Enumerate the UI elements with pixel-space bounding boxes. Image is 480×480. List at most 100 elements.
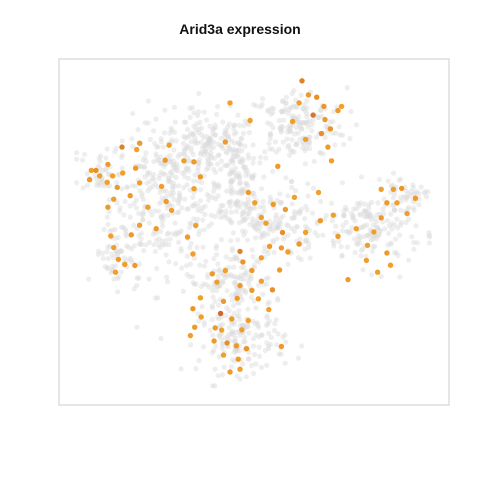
background-cell-point (241, 164, 247, 170)
expressed-cell-point (132, 262, 138, 269)
expressed-cell-point (269, 287, 276, 293)
background-cell-point (251, 298, 257, 304)
background-cell-point (304, 98, 310, 104)
background-cell-point (250, 318, 256, 324)
background-cell-point (259, 332, 265, 338)
background-cell-point (191, 255, 197, 261)
background-cell-point (197, 262, 203, 268)
background-cell-point (109, 251, 115, 257)
background-cell-point (236, 348, 242, 354)
background-cell-point (340, 228, 346, 234)
background-cell-point (343, 219, 349, 225)
background-cell-point (252, 225, 258, 231)
expressed-cell-point (285, 249, 291, 255)
background-cell-point (251, 262, 257, 268)
background-cell-point (207, 138, 213, 144)
background-cell-point (267, 341, 274, 347)
background-cell-point (201, 109, 207, 115)
background-cell-point (307, 140, 313, 146)
background-cell-point (186, 158, 192, 164)
background-cell-point (136, 232, 142, 239)
background-cell-point (232, 140, 238, 146)
background-cell-point (160, 223, 166, 229)
background-cell-point (352, 218, 358, 224)
background-cell-point (341, 212, 347, 218)
background-cell-point (397, 274, 403, 280)
background-cell-point (176, 239, 182, 245)
expressed-cell-point (145, 204, 151, 210)
expressed-cell-point (378, 215, 384, 221)
background-cell-point (258, 186, 265, 192)
expressed-cell-point (235, 356, 241, 362)
background-cell-point (357, 212, 363, 218)
background-cell-point (74, 180, 80, 186)
background-cell-point (406, 216, 412, 222)
background-cell-point (106, 209, 112, 215)
background-cell-point (309, 121, 315, 128)
background-cell-point (274, 236, 280, 242)
background-cell-point (211, 256, 217, 262)
background-cell-point (226, 264, 232, 271)
background-cell-point (407, 193, 413, 199)
background-cell-point (228, 198, 234, 204)
background-cell-point (426, 240, 432, 246)
background-cell-point (205, 274, 211, 280)
background-cell-point (426, 232, 432, 239)
background-cell-point (161, 216, 167, 222)
background-cell-point (159, 219, 165, 225)
background-cell-point (297, 123, 303, 130)
background-cell-point (105, 244, 111, 250)
expressed-cell-point (240, 259, 246, 265)
background-cell-point (234, 173, 240, 179)
background-cell-point (250, 370, 257, 377)
background-cell-point (175, 168, 181, 174)
background-cell-point (259, 220, 265, 226)
background-cell-point (245, 323, 251, 329)
background-cell-point (171, 147, 177, 153)
expressed-cell-point (282, 206, 289, 213)
background-cell-point (266, 346, 272, 352)
background-cell-point (286, 107, 292, 113)
background-cell-point (310, 210, 316, 216)
expressed-cell-point (384, 200, 390, 206)
background-cell-point (236, 171, 242, 177)
background-cell-point (219, 345, 225, 351)
background-cell-point (216, 152, 222, 158)
background-cell-point (235, 174, 242, 180)
background-cell-point (121, 212, 127, 218)
background-cell-point (285, 125, 291, 131)
background-cell-point (136, 275, 142, 281)
background-cell-point (312, 230, 318, 236)
background-cell-point (195, 178, 201, 184)
background-cell-point (411, 239, 417, 245)
background-cell-point (208, 135, 214, 141)
background-cell-point (218, 208, 224, 214)
background-cell-point (281, 117, 287, 123)
background-cell-point (182, 152, 188, 158)
background-cell-point (84, 171, 90, 177)
expressed-cell-point (190, 251, 196, 257)
background-cell-point (282, 332, 288, 338)
background-cell-point (218, 135, 224, 141)
background-cell-point (304, 120, 310, 126)
background-cell-point (220, 341, 226, 347)
background-cell-point (196, 130, 202, 136)
background-cell-point (204, 191, 210, 198)
background-cell-point (375, 226, 381, 232)
background-cell-point (156, 176, 162, 182)
background-cell-point (242, 118, 248, 124)
background-cell-point (251, 172, 257, 178)
background-cell-point (369, 248, 375, 254)
background-cell-point (191, 281, 197, 287)
background-cell-point (196, 357, 202, 364)
background-cell-point (229, 297, 235, 303)
background-cell-point (291, 214, 297, 220)
background-cell-point (246, 210, 252, 216)
background-cell-point (280, 98, 286, 104)
background-cell-point (366, 210, 372, 216)
background-cell-point (232, 273, 238, 280)
background-cell-point (368, 217, 374, 223)
background-cell-point (390, 202, 396, 208)
background-cell-point (266, 226, 272, 232)
background-cell-point (211, 144, 217, 150)
